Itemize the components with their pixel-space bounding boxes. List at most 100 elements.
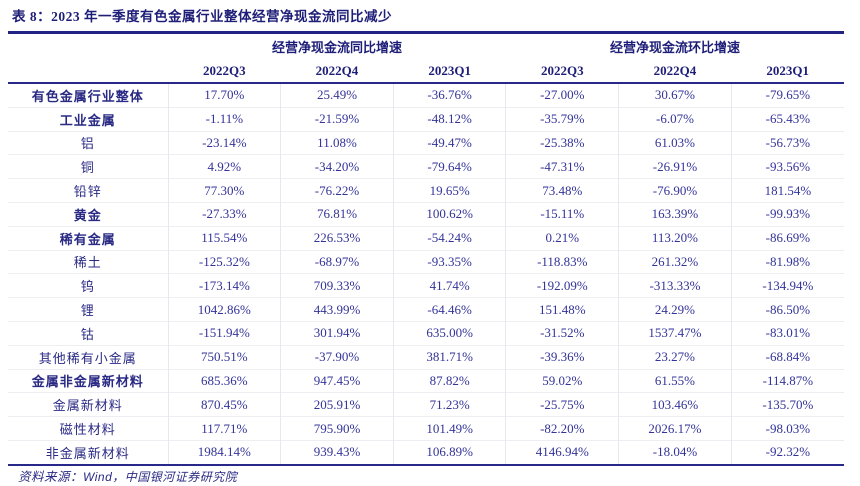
cell-value: -79.64%: [392, 154, 506, 179]
row-label: 有色金属行业整体: [31, 88, 144, 104]
cell-value: 73.48%: [505, 178, 619, 203]
cell-value: -49.47%: [392, 130, 506, 155]
row-label: 非金属新材料: [8, 439, 168, 466]
cell-value: -64.46%: [392, 297, 506, 322]
table-body: 有色金属行业整体 17.70% 25.49% -36.76% -27.00% 30.67%…: [8, 83, 844, 466]
table-header: 经营净现金流同比增速 经营净现金流环比增速 2022Q3 2022Q4 2023…: [8, 34, 844, 84]
cell-value: -135.70%: [730, 392, 844, 417]
cell-value: 750.51%: [167, 344, 281, 370]
cell-value: 870.45%: [167, 392, 281, 417]
table-row: 钨 -173.14% 709.33% 41.74% -192.09% -313.33% -1…: [8, 273, 844, 298]
group-header-row: 经营净现金流同比增速 经营净现金流环比增速: [8, 34, 844, 59]
cell-value: 117.71%: [167, 416, 281, 441]
cell-value: -39.36%: [505, 344, 619, 370]
row-label: 铜: [8, 154, 168, 179]
quarter-header: 2022Q3: [168, 59, 281, 84]
table-row: 钴 -151.94% 301.94% 635.00% -31.52% 1537.47% -8…: [8, 320, 844, 346]
row-label: 锂: [8, 297, 168, 322]
cell-value: -86.69%: [730, 225, 844, 251]
row-label: 工业金属: [8, 106, 168, 132]
cell-value: -65.43%: [730, 106, 844, 132]
cell-value: -48.12%: [392, 106, 506, 132]
cell-value: -151.94%: [167, 320, 281, 346]
cell-value: 261.32%: [618, 249, 732, 274]
cell-value: -56.73%: [730, 130, 844, 155]
cell-value: -18.04%: [618, 439, 732, 466]
cell-value: -25.38%: [505, 130, 619, 155]
row-label: 稀土: [8, 249, 168, 274]
cell-value: -93.56%: [730, 154, 844, 179]
cell-value: 4146.94%: [505, 439, 619, 466]
cell-value: 25.49%: [280, 83, 394, 108]
quarter-header: 2023Q1: [731, 59, 844, 84]
cell-value: -173.14%: [167, 273, 281, 298]
cell-value: 19.65%: [392, 178, 506, 203]
cell-value: 301.94%: [280, 320, 394, 346]
group-header-qoq: 经营净现金流环比增速: [609, 40, 740, 55]
cell-value: 77.30%: [167, 178, 281, 203]
cell-value: -31.52%: [505, 320, 619, 346]
cell-value: 443.99%: [280, 297, 394, 322]
row-label: 钴: [8, 320, 168, 346]
cell-value: -83.01%: [730, 320, 844, 346]
cell-value: -313.33%: [618, 273, 732, 298]
cell-value: -99.93%: [730, 201, 844, 227]
cell-value: -26.91%: [618, 154, 732, 179]
cell-value: 1984.14%: [167, 439, 281, 466]
quarter-header: 2022Q4: [280, 59, 394, 84]
row-label: 其他稀有小金属: [8, 344, 168, 370]
cell-value: 61.03%: [618, 130, 732, 155]
cell-value: 115.54%: [167, 225, 281, 251]
row-label: 磁性材料: [8, 416, 168, 441]
table-title: 表 8：2023 年一季度有色金属行业整体经营净现金流同比减少: [8, 5, 844, 34]
cell-value: -68.97%: [280, 249, 394, 274]
cell-value: 685.36%: [167, 368, 281, 393]
cell-value: -47.31%: [505, 154, 619, 179]
cell-value: -114.87%: [730, 368, 844, 393]
table-row: 其他稀有小金属 750.51% -37.90% 381.71% -39.36% 23.27…: [8, 344, 844, 370]
table-row: 有色金属行业整体 17.70% 25.49% -36.76% -27.00% 30.67%…: [8, 83, 844, 108]
cell-value: 381.71%: [392, 344, 506, 370]
quarter-header: 2022Q3: [505, 59, 619, 84]
row-label: 铝: [8, 130, 168, 155]
table-row: 稀土 -125.32% -68.97% -93.35% -118.83% 261.32% -…: [8, 249, 844, 274]
cell-value: -27.00%: [505, 83, 619, 108]
cell-value: 795.90%: [280, 416, 394, 441]
cell-value: -37.90%: [280, 344, 394, 370]
cell-value: 24.29%: [618, 297, 732, 322]
row-label: 稀有金属: [8, 225, 168, 251]
cell-value: 1537.47%: [618, 320, 732, 346]
table-row: 金属新材料 870.45% 205.91% 71.23% -25.75% 103.46% -…: [8, 392, 844, 417]
table-row: 稀有金属 115.54% 226.53% -54.24% 0.21% 113.20% -86…: [8, 225, 844, 251]
cell-value: -23.14%: [167, 130, 281, 155]
cell-value: -98.03%: [730, 416, 844, 441]
label-col-spacer: [8, 59, 168, 84]
cell-value: 181.54%: [730, 178, 844, 203]
cell-value: -81.98%: [730, 249, 844, 274]
cell-value: -76.22%: [280, 178, 394, 203]
cell-value: 106.89%: [392, 439, 506, 466]
cell-value: 0.21%: [505, 225, 619, 251]
table-row: 铅锌 77.30% -76.22% 19.65% 73.48% -76.90% 181.54…: [8, 178, 844, 203]
cell-value: 113.20%: [618, 225, 732, 251]
cell-value: 59.02%: [505, 368, 619, 393]
cell-value: 4.92%: [167, 154, 281, 179]
row-label: 钨: [8, 273, 168, 298]
table-row: 铝 -23.14% 11.08% -49.47% -25.38% 61.03% -56.73…: [8, 130, 844, 155]
table-row: 磁性材料 117.71% 795.90% 101.49% -82.20% 2026.17%…: [8, 416, 844, 441]
source-note: 资料来源：Wind，中国银河证券研究院: [8, 469, 844, 486]
cell-value: 103.46%: [618, 392, 732, 417]
cell-value: -125.32%: [167, 249, 281, 274]
cell-value: -27.33%: [167, 201, 281, 227]
cell-value: -34.20%: [280, 154, 394, 179]
cell-value: 101.49%: [392, 416, 506, 441]
cell-value: 23.27%: [618, 344, 732, 370]
cell-value: 100.62%: [392, 201, 506, 227]
cell-value: 71.23%: [392, 392, 506, 417]
cell-value: -93.35%: [392, 249, 506, 274]
cell-value: -76.90%: [618, 178, 732, 203]
cell-value: 61.55%: [618, 368, 732, 393]
cash-flow-table: 经营净现金流同比增速 经营净现金流环比增速 2022Q3 2022Q4 2023…: [8, 34, 844, 466]
cell-value: -21.59%: [280, 106, 394, 132]
